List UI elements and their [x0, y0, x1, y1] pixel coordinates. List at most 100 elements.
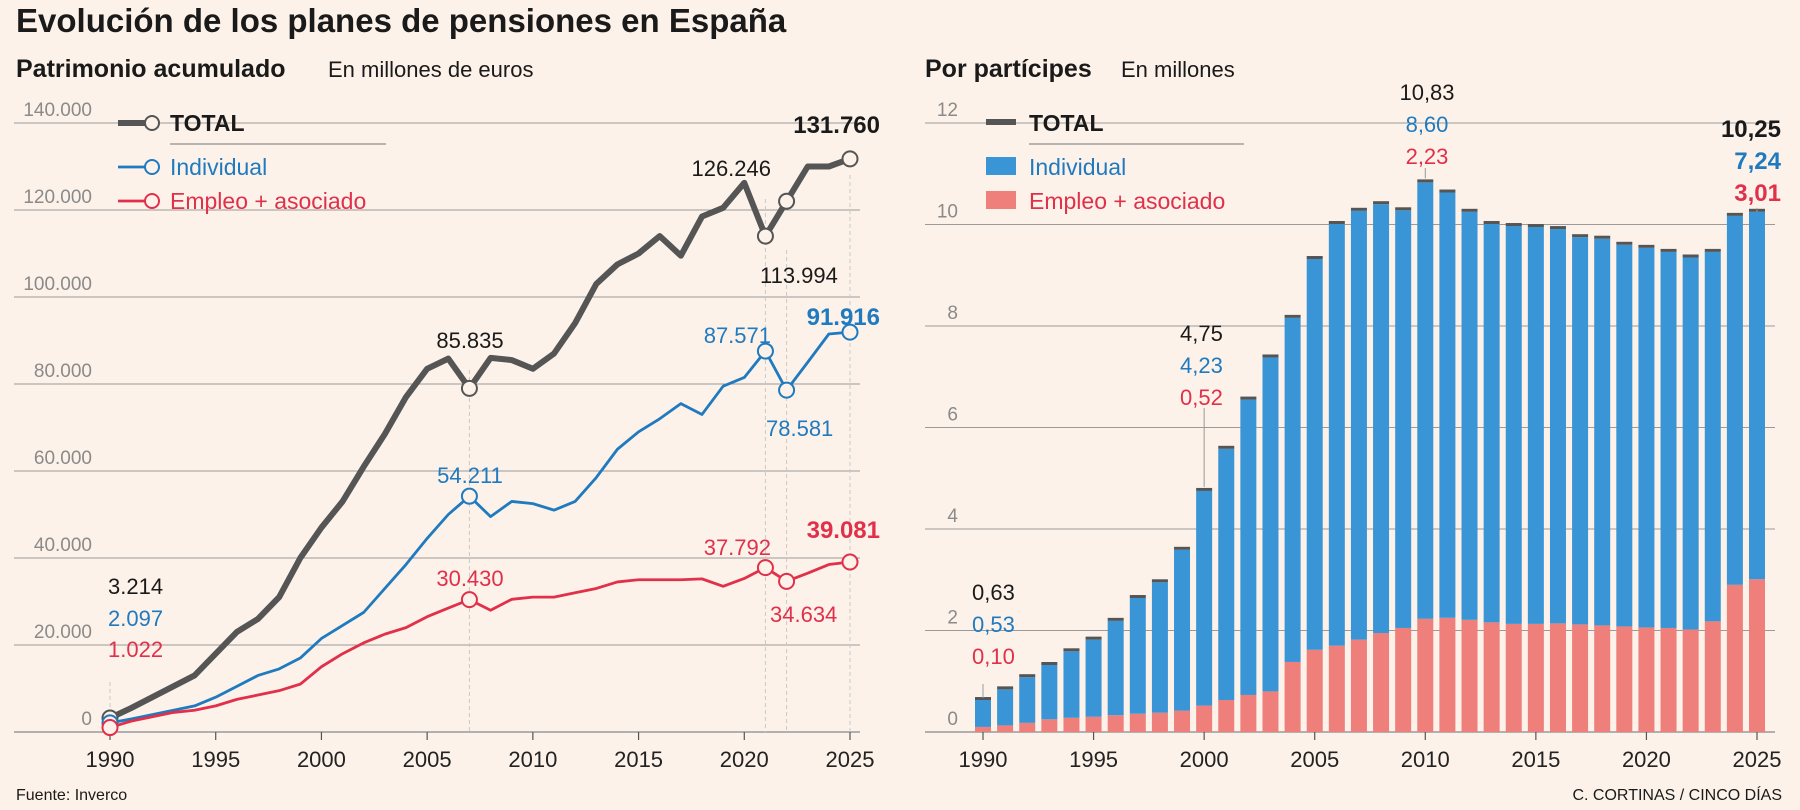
bar-cap-total [1063, 648, 1080, 652]
x-tick-label: 2025 [1733, 747, 1782, 772]
y-tick-label: 4 [947, 506, 958, 527]
bar-segment-empleo [975, 726, 991, 732]
bar-cap-total [1129, 595, 1146, 599]
bar-cap-total [1041, 662, 1058, 666]
y-tick-label: 60.000 [34, 448, 92, 469]
bar-segment-individual [1306, 259, 1323, 650]
bar-segment-individual [1350, 210, 1367, 640]
bar-cap-total [1726, 212, 1743, 216]
bar-cap-total [1151, 579, 1168, 583]
bar-segment-individual [1726, 215, 1743, 585]
bar-cap-total [1306, 256, 1323, 260]
data-label: 37.792 [704, 535, 771, 560]
bar-segment-individual [1549, 229, 1566, 624]
data-label: 2,23 [1406, 144, 1449, 169]
data-label: 3,01 [1734, 180, 1781, 207]
y-tick-label: 8 [947, 303, 958, 324]
bar-cap-total [997, 686, 1014, 690]
bar-cap-total [1638, 244, 1655, 248]
left-chart-unit: En millones de euros [328, 57, 533, 82]
legend-label-empleo: Empleo + asociado [170, 188, 366, 214]
bar-segment-empleo [1483, 622, 1500, 732]
bar-cap-total [1328, 220, 1345, 224]
bar-segment-empleo [1704, 621, 1721, 732]
y-tick-label: 40.000 [34, 535, 92, 556]
x-tick-label: 1995 [1069, 747, 1118, 772]
legend-label-total: TOTAL [170, 110, 245, 136]
bar-segment-individual [1240, 399, 1257, 695]
x-tick-label: 2010 [1401, 747, 1450, 772]
page-title: Evolución de los planes de pensiones en … [16, 2, 787, 39]
data-label: 126.246 [691, 156, 771, 181]
bar-segment-individual [1041, 665, 1058, 720]
x-tick-label: 2015 [614, 747, 663, 772]
x-tick-label: 2005 [403, 747, 452, 772]
bar-segment-empleo [1749, 579, 1765, 732]
bar-segment-individual [1085, 639, 1102, 717]
data-label: 10,83 [1399, 80, 1454, 105]
bar-segment-empleo [1350, 639, 1367, 732]
bar-segment-empleo [1041, 719, 1058, 732]
bar-cap-total [1527, 224, 1544, 228]
data-label: 91.916 [807, 304, 880, 331]
bar-cap-total [1373, 201, 1390, 205]
bar-segment-individual [1572, 237, 1589, 625]
legend-label-total: TOTAL [1029, 110, 1104, 136]
bar-segment-empleo [1594, 625, 1611, 732]
bar-cap-total [1085, 636, 1102, 640]
x-tick-label: 2005 [1290, 747, 1339, 772]
series-line-individual [109, 330, 851, 725]
data-label: 3.214 [108, 574, 163, 599]
bar-cap-total [1483, 220, 1500, 224]
bar-segment-empleo [1196, 705, 1213, 732]
bar-cap-total [1395, 207, 1412, 211]
bar-segment-individual [1129, 598, 1146, 714]
y-tick-label: 140.000 [23, 100, 92, 121]
bar-segment-individual [975, 700, 991, 727]
bar-segment-individual [1638, 247, 1655, 628]
bar-segment-individual [1019, 677, 1036, 723]
legend-marker-empleo [144, 193, 160, 209]
bar-segment-empleo [1527, 623, 1544, 732]
data-label: 30.430 [436, 566, 503, 591]
bar-segment-individual [1594, 238, 1611, 626]
data-point-marker [460, 379, 478, 397]
bar-segment-individual [1682, 257, 1699, 630]
data-label: 4,23 [1180, 353, 1223, 378]
bar-segment-empleo [1726, 584, 1743, 732]
bar-segment-empleo [1395, 627, 1412, 732]
bar-segment-empleo [1616, 626, 1633, 732]
bar-segment-empleo [1373, 633, 1390, 732]
bar-segment-empleo [1107, 715, 1124, 732]
y-tick-label: 80.000 [34, 361, 92, 382]
bar-segment-individual [1616, 244, 1633, 627]
x-tick-label: 2020 [1622, 747, 1671, 772]
bar-cap-total [1218, 445, 1235, 449]
y-tick-label: 2 [947, 608, 958, 629]
data-point-marker [841, 323, 859, 341]
bar-cap-total [1417, 179, 1434, 183]
y-tick-label: 20.000 [34, 622, 92, 643]
data-label: 0,63 [972, 580, 1015, 605]
bar-segment-individual [1439, 192, 1456, 618]
bar-segment-empleo [1306, 649, 1323, 732]
data-label: 85.835 [436, 328, 503, 353]
bar-segment-empleo [1572, 624, 1589, 732]
bar-segment-empleo [997, 725, 1014, 732]
footer-source: Fuente: Inverco [16, 787, 127, 804]
x-tick-label: 2000 [297, 747, 346, 772]
bar-segment-individual [1107, 620, 1124, 716]
bar-segment-empleo [1549, 623, 1566, 732]
data-label: 7,24 [1734, 148, 1781, 175]
data-point-marker [778, 192, 796, 210]
bar-segment-empleo [1284, 661, 1301, 732]
bar-chart-participes: 0 2 4 6 8 10 12 1990 1995 2000 2005 2010 2015 2020 202… [925, 80, 1782, 772]
bar-segment-individual [1461, 211, 1478, 620]
bar-cap-total [1196, 487, 1213, 491]
bar-segment-empleo [1328, 645, 1345, 732]
x-tick-label: 1990 [86, 747, 135, 772]
bar-segment-empleo [1439, 617, 1456, 732]
data-point-marker [756, 227, 774, 245]
x-tick-label: 2020 [720, 747, 769, 772]
bar-segment-individual [1704, 251, 1721, 622]
